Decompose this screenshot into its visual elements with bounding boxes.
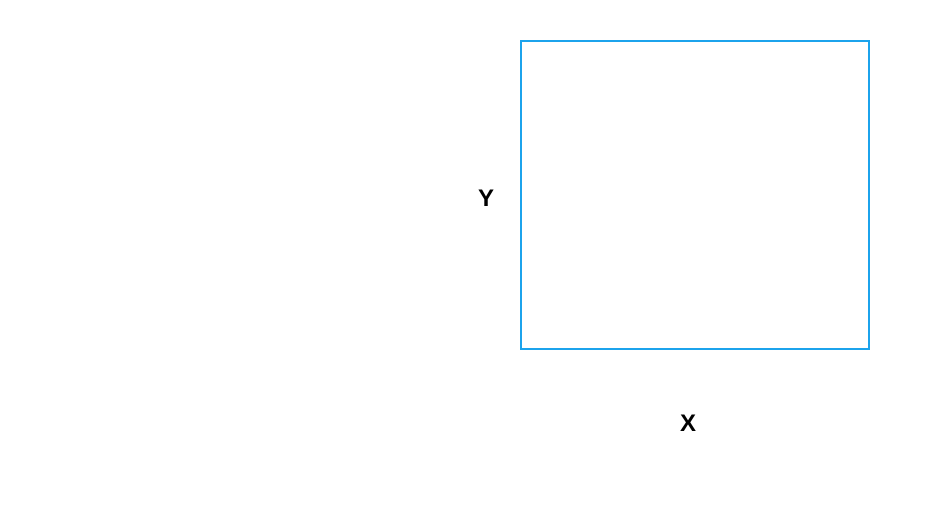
y-axis-label: Y <box>478 185 494 213</box>
x-axis-label: X <box>680 410 696 438</box>
diagram-canvas: Y X <box>0 0 933 525</box>
square-shape <box>520 40 870 350</box>
